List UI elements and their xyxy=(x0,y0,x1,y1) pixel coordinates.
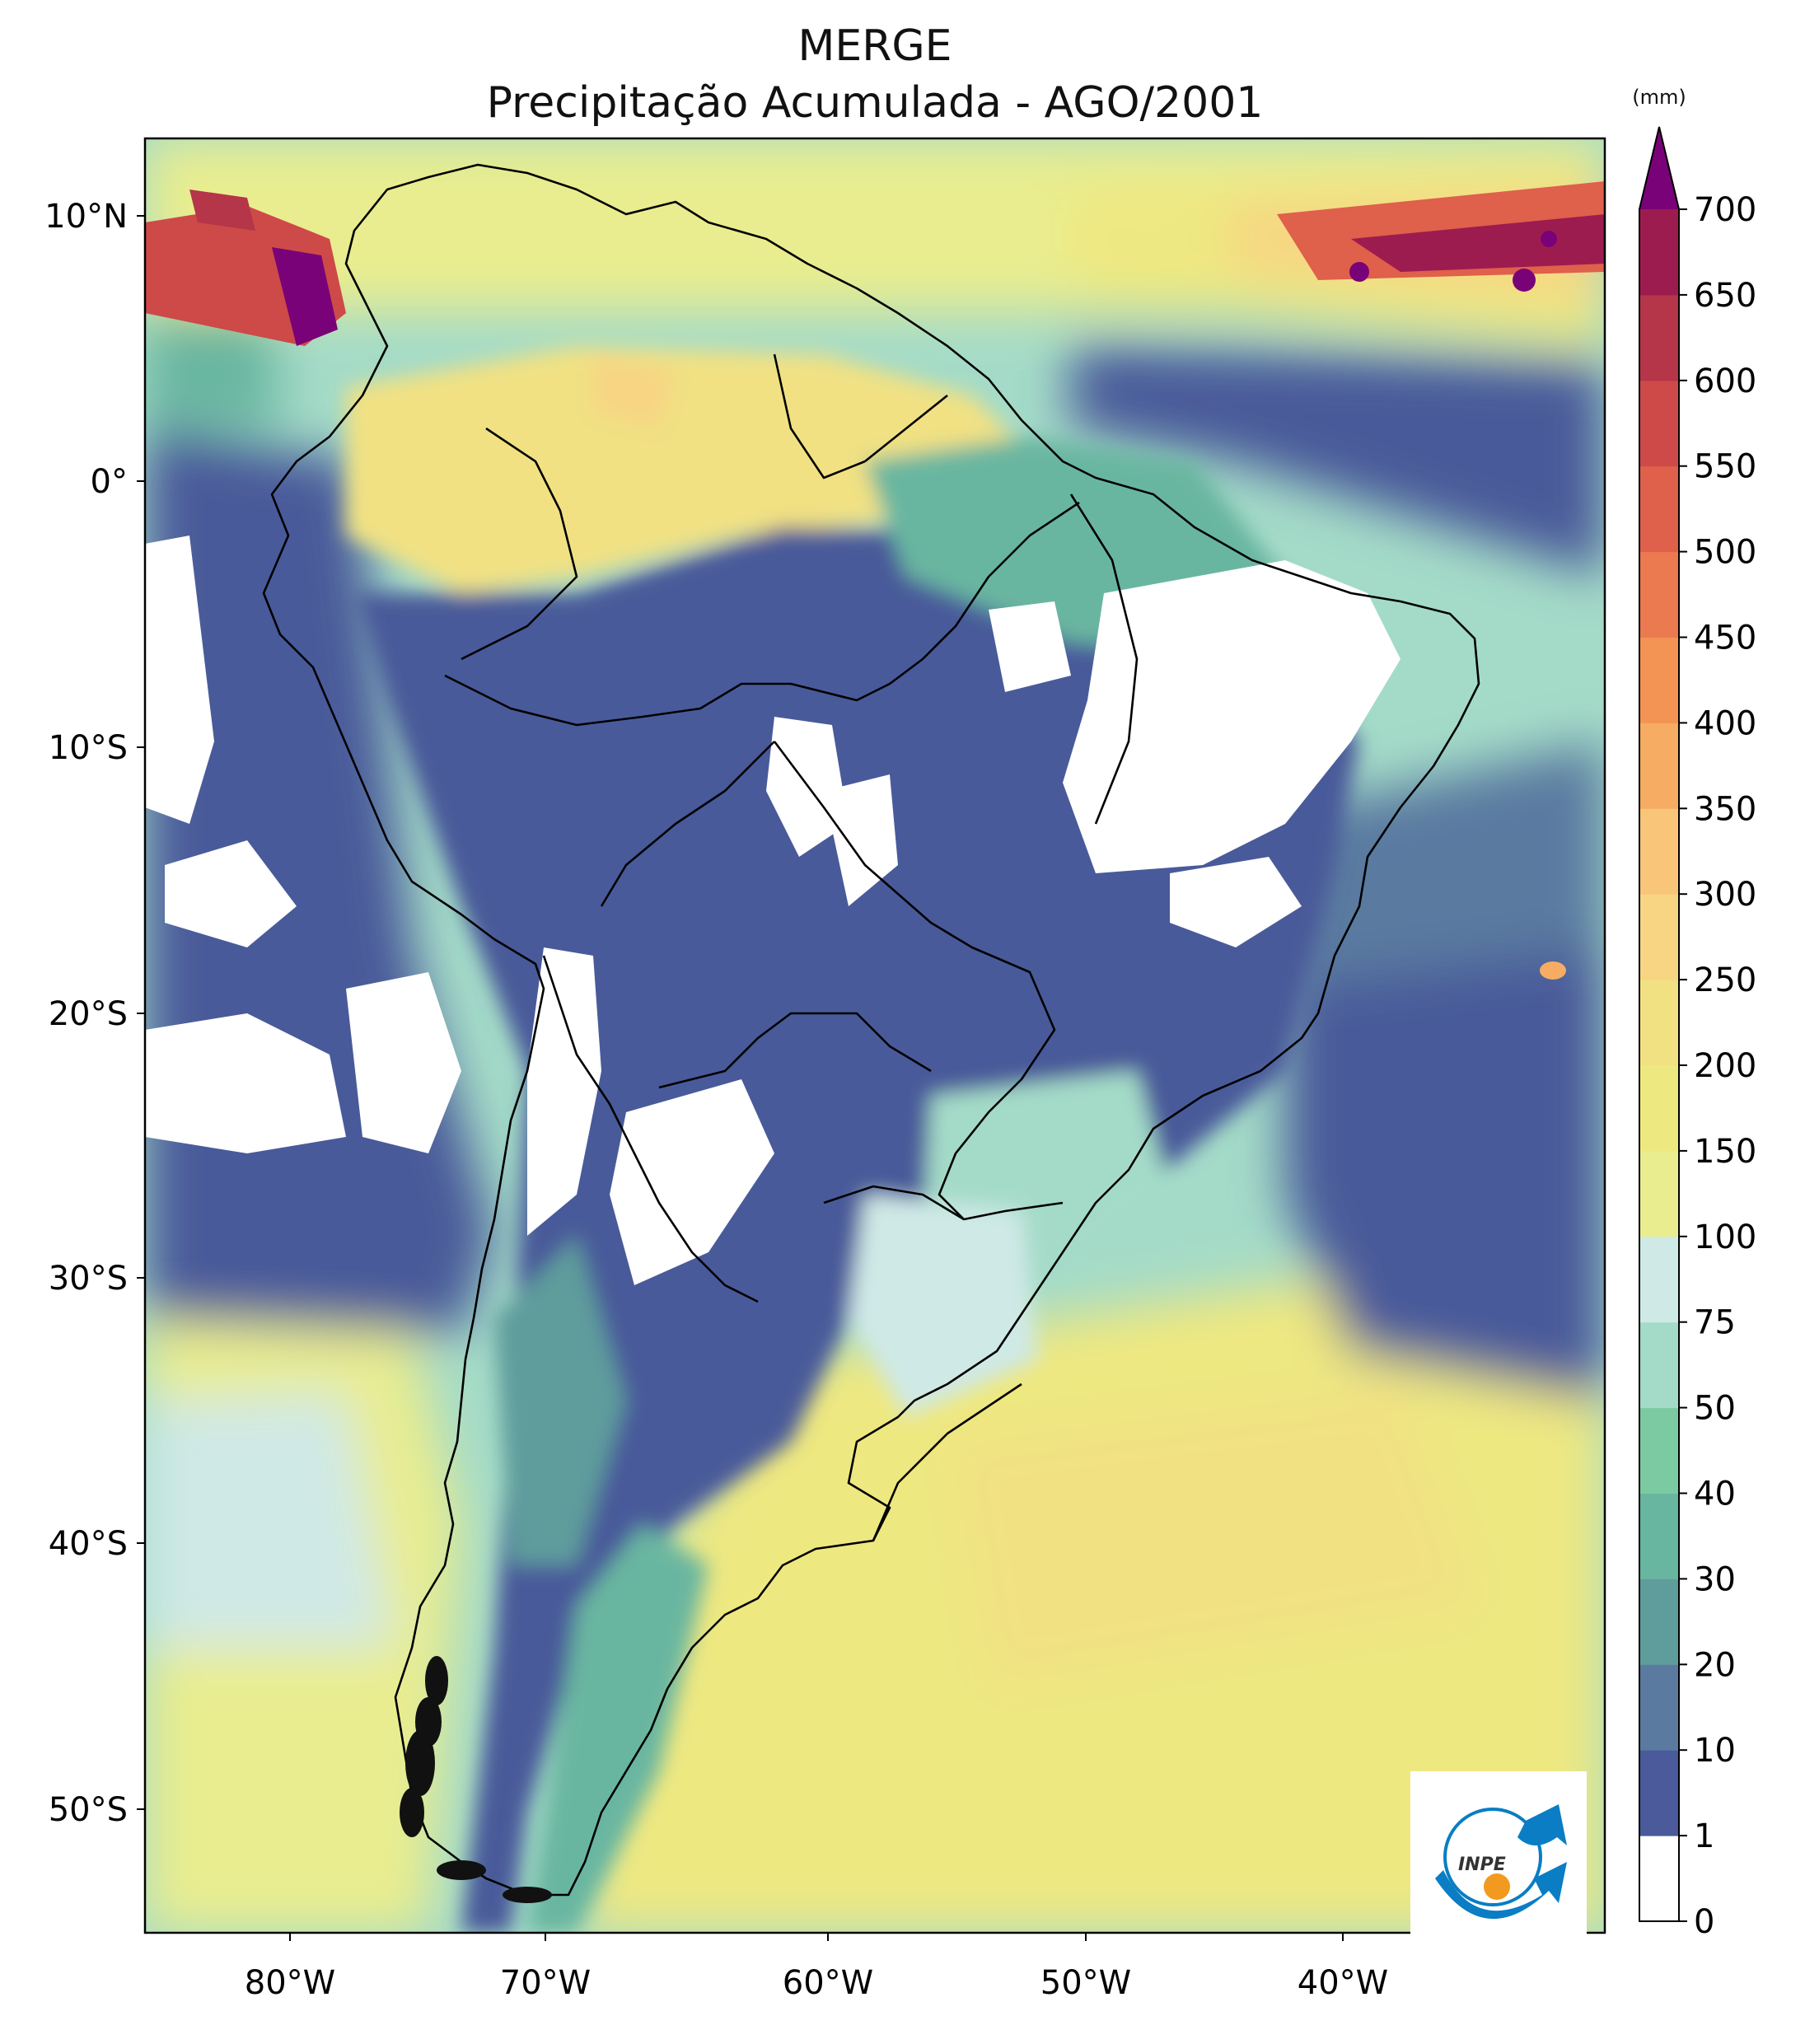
precipitation-field xyxy=(145,138,1605,1933)
lon-tick-label: 50°W xyxy=(1040,1964,1131,2002)
lat-tick-label: 20°S xyxy=(49,995,128,1033)
lat-tick-label: 10°S xyxy=(49,729,128,767)
colorbar-segment xyxy=(1639,1236,1679,1323)
colorbar-segment xyxy=(1639,209,1679,296)
colorbar-tick-label: 150 xyxy=(1694,1133,1756,1171)
colorbar-unit: (mm) xyxy=(1632,86,1686,109)
axis-ticks: 80°W 70°W 60°W 50°W 40°W 10°N 0° 10°S 20°S 30°S 40… xyxy=(44,198,1388,2002)
colorbar-tick-label: 20 xyxy=(1694,1646,1736,1684)
colorbar-tick-label: 400 xyxy=(1694,704,1756,742)
lat-tick-label: 50°S xyxy=(49,1791,128,1829)
colorbar-tick-label: 450 xyxy=(1694,620,1756,657)
colorbar-segment xyxy=(1639,1493,1679,1579)
lat-tick-label: 30°S xyxy=(49,1260,128,1298)
colorbar-outline xyxy=(1639,126,1680,1922)
colorbar-tick-label: 100 xyxy=(1694,1218,1756,1256)
southern-islands xyxy=(400,1656,552,1903)
colorbar-tick-label: 650 xyxy=(1694,277,1756,315)
colorbar-segment xyxy=(1639,1150,1679,1237)
colorbar-tick-label: 0 xyxy=(1694,1903,1714,1941)
colorbar-tick-label: 75 xyxy=(1694,1304,1736,1342)
lat-tick-label: 10°N xyxy=(44,198,128,236)
lat-tick-label: 40°S xyxy=(49,1525,128,1563)
colorbar-tick-label: 250 xyxy=(1694,961,1756,999)
colorbar-segment xyxy=(1639,1664,1679,1751)
colorbar-tick-label: 500 xyxy=(1694,534,1756,572)
colorbar-tick-label: 550 xyxy=(1694,448,1756,486)
colorbar-segment xyxy=(1639,808,1679,895)
lon-tick-label: 60°W xyxy=(783,1964,873,2002)
colorbar-tick-label: 30 xyxy=(1694,1560,1736,1598)
colorbar-tick-label: 40 xyxy=(1694,1476,1736,1513)
dry-regions xyxy=(145,536,1401,1285)
colorbar-segment xyxy=(1639,294,1679,381)
map-title: MERGE xyxy=(797,21,952,71)
colorbar-tick-label: 600 xyxy=(1694,362,1756,400)
colorbar-tick-label: 50 xyxy=(1694,1390,1736,1428)
colorbar-extend-arrow xyxy=(1639,127,1679,209)
colorbar: 0 1 10 20 30 40 50 75 100 150 200 250 300 350 400 450 50… xyxy=(1639,126,1756,1941)
lat-tick-label: 0° xyxy=(91,463,128,501)
inpe-logo-text: INPE xyxy=(1458,1855,1506,1875)
colorbar-segment xyxy=(1639,1065,1679,1152)
lon-tick-label: 40°W xyxy=(1298,1964,1388,2002)
lon-tick-label: 70°W xyxy=(500,1964,591,2002)
colorbar-segment xyxy=(1639,465,1679,553)
colorbar-tick-label: 300 xyxy=(1694,876,1756,914)
heavy-rain-spots xyxy=(145,181,1605,980)
colorbar-tick-label: 10 xyxy=(1694,1732,1736,1770)
colorbar-segment xyxy=(1639,1579,1679,1665)
colorbar-segment xyxy=(1639,637,1679,723)
colorbar-segment xyxy=(1639,723,1679,809)
colorbar-segment xyxy=(1639,1407,1679,1494)
inpe-logo: INPE xyxy=(1410,1771,1587,1941)
colorbar-segment xyxy=(1639,1750,1679,1836)
map-frame xyxy=(143,137,1606,1934)
colorbar-tick-label: 200 xyxy=(1694,1047,1756,1085)
colorbar-tick-label: 1 xyxy=(1694,1817,1714,1855)
colorbar-segment xyxy=(1639,1321,1679,1409)
colorbar-segment xyxy=(1639,380,1679,467)
colorbar-segment xyxy=(1639,980,1679,1066)
colorbar-segment xyxy=(1639,1836,1679,1922)
lon-tick-label: 80°W xyxy=(245,1964,335,2002)
map-subtitle: Precipitação Acumulada - AGO/2001 xyxy=(486,78,1264,128)
colorbar-tick-label: 700 xyxy=(1694,191,1756,229)
colorbar-segment xyxy=(1639,551,1679,638)
colorbar-tick-label: 350 xyxy=(1694,790,1756,828)
colorbar-segment xyxy=(1639,894,1679,980)
country-borders xyxy=(262,163,1480,1897)
